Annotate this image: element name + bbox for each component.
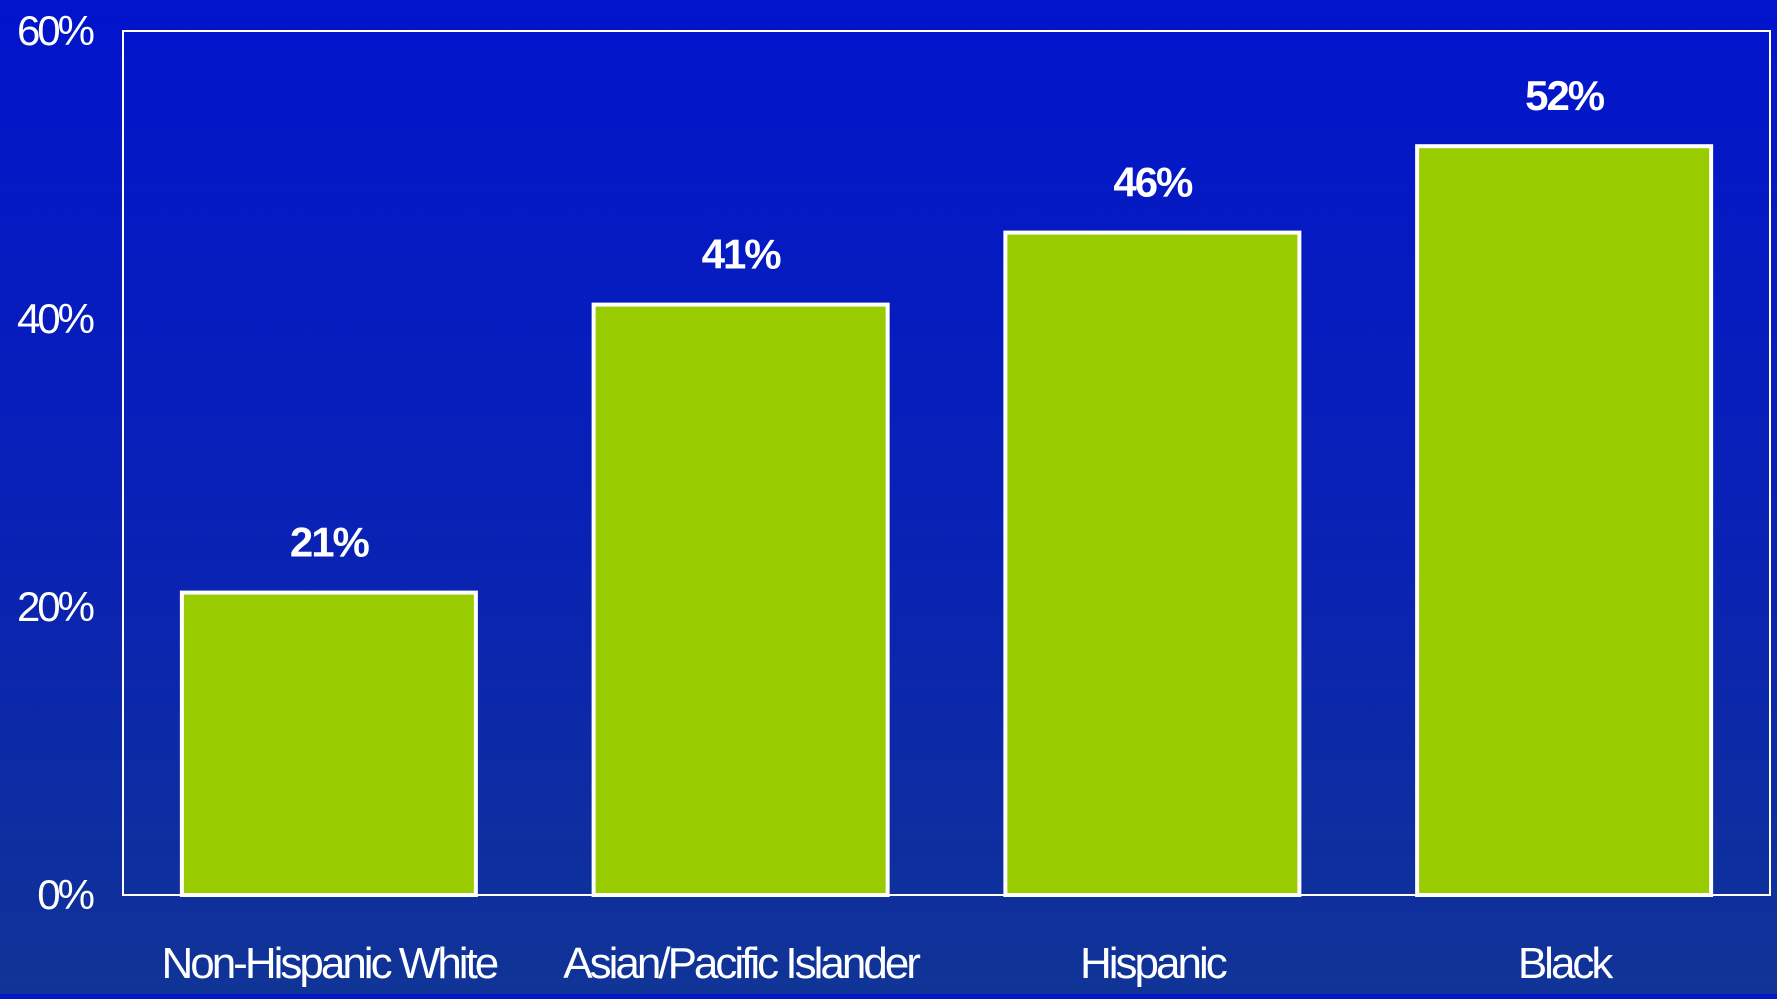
- bar-value-label: 52%: [1525, 72, 1605, 119]
- bar: [1415, 144, 1714, 897]
- x-axis-labels: Non-Hispanic White Asian/Pacific Islander…: [161, 939, 1617, 988]
- y-tick-label: 60%: [17, 7, 94, 54]
- x-category-label: Asian/Pacific Islander: [563, 939, 920, 988]
- plot-area-frame: [122, 30, 1771, 896]
- bar-value-label: 46%: [1113, 159, 1193, 206]
- y-tick-label: 40%: [17, 295, 94, 342]
- bar: [179, 590, 478, 897]
- bars-layer: [179, 144, 1714, 898]
- bar-value-label: 21%: [290, 519, 370, 566]
- y-axis-ticks: 0% 20% 40% 60%: [17, 7, 97, 918]
- bar: [591, 302, 890, 898]
- bar: [1003, 230, 1302, 898]
- y-tick-label: 20%: [17, 583, 94, 630]
- bar-value-label: 41%: [702, 231, 782, 278]
- x-category-label: Non-Hispanic White: [161, 939, 497, 988]
- x-category-label: Hispanic: [1080, 939, 1227, 988]
- y-tick-label: 0%: [37, 871, 93, 918]
- x-category-label: Black: [1518, 939, 1615, 988]
- data-labels: 21% 41% 46% 52%: [290, 72, 1607, 566]
